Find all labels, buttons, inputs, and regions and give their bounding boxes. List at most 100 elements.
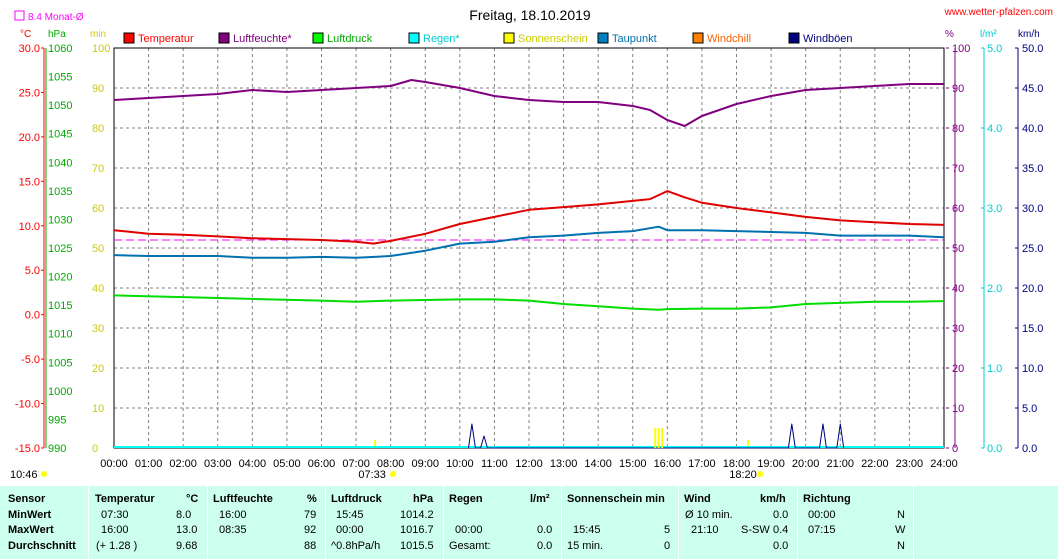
hum-tick: 60 (952, 203, 964, 215)
x-tick-label: 22:00 (861, 458, 889, 470)
chart-legend: Temperatur Luftfeuchte* Luftdruck Regen* Son… (123, 32, 853, 45)
wind-tick: 25.0 (1022, 243, 1043, 255)
x-tick-label: 23:00 (896, 458, 924, 470)
sunrise-label: 07:33 (358, 469, 386, 481)
temp-tick: -5.0 (21, 354, 40, 366)
hdr-luftdruck: Luftdruck (331, 493, 382, 505)
legend-label: Luftfeuchte* (233, 33, 292, 45)
sun-tick: 10 (92, 403, 104, 415)
legend-swatch (503, 32, 515, 44)
max-dir-time: 07:15 (808, 524, 836, 536)
series-luftdruck (113, 294, 945, 311)
stats-table: Sensor Temperatur °C Luftfeuchte % Luftd… (0, 486, 1058, 559)
x-axis: 00:00 01:00 02:00 03:00 04:00 05:00 06:00 07:00… (10, 458, 958, 481)
x-tick-label: 14:00 (584, 458, 612, 470)
max-temp-value: 13.0 (176, 524, 198, 536)
pressure-tick: 1035 (48, 186, 72, 198)
x-tick-label: 12:00 (515, 458, 543, 470)
avg-rain-value: 0.0 (537, 540, 553, 552)
row-label: Durchschnitt (8, 540, 76, 552)
sunset-label: 18:20 (729, 469, 757, 481)
rain-tick: 3.0 (987, 203, 1002, 215)
pressure-tick: 1040 (48, 157, 72, 169)
sunrise-marker (390, 471, 397, 477)
hdr-temp-unit: °C (186, 493, 199, 505)
wind-tick: 30.0 (1022, 203, 1043, 215)
axis-unit: l/m² (980, 29, 997, 40)
max-rain-time: 00:00 (455, 524, 483, 536)
temp-tick: 5.0 (25, 265, 40, 277)
sun-tick: 90 (92, 83, 104, 95)
x-tick-label: 00:00 (100, 458, 128, 470)
axis-unit: % (945, 29, 954, 40)
site-link[interactable]: www.wetter-pfalzen.com (944, 7, 1053, 18)
sun-tick: 20 (92, 363, 104, 375)
legend-label: Luftdruck (327, 33, 373, 45)
hdr-sonne: Sonnenschein min (567, 493, 665, 505)
pressure-tick: 1000 (48, 386, 72, 398)
hdr-press-unit: hPa (413, 493, 434, 505)
pressure-tick: 1030 (48, 214, 72, 226)
row-label: MinWert (8, 509, 52, 521)
min-hum-time: 16:00 (219, 509, 247, 521)
chart-grid (113, 47, 945, 449)
temp-tick: 15.0 (19, 176, 40, 188)
legend-swatch (408, 32, 420, 44)
pressure-tick: 1045 (48, 129, 72, 141)
x-tick-label: 04:00 (239, 458, 267, 470)
max-sun-time: 15:45 (573, 524, 601, 536)
min-temp-time: 07:30 (101, 509, 129, 521)
wind-tick: 20.0 (1022, 283, 1043, 295)
wind-tick: 0.0 (1022, 443, 1037, 455)
wind-tick: 45.0 (1022, 83, 1043, 95)
hum-tick: 100 (952, 43, 970, 55)
min-press-time: 15:45 (336, 509, 364, 521)
temp-tick: 10.0 (19, 221, 40, 233)
avg-hum-value: 88 (304, 540, 317, 552)
series-taupunkt (113, 225, 945, 259)
sun-tick: 80 (92, 123, 104, 135)
legend-label: Temperatur (138, 33, 194, 45)
pressure-tick: 1010 (48, 329, 72, 341)
wind-tick: 50.0 (1022, 43, 1043, 55)
x-tick-label: 16:00 (654, 458, 682, 470)
min-temp-value: 8.0 (176, 509, 192, 521)
pressure-tick: 1005 (48, 357, 72, 369)
hum-tick: 40 (952, 283, 964, 295)
sun-tick: 60 (92, 203, 104, 215)
avg-temp-trend: (+ 1.28 ) (96, 540, 138, 552)
hum-tick: 20 (952, 363, 964, 375)
x-tick-label: 19:00 (757, 458, 785, 470)
sun-tick: 40 (92, 283, 104, 295)
hdr-hum-unit: % (307, 493, 317, 505)
temp-tick: 25.0 (19, 87, 40, 99)
sun-tick: 50 (92, 243, 104, 255)
hum-tick: 0 (952, 443, 958, 455)
legend-label: Windböen (803, 33, 853, 45)
x-tick-label: 20:00 (792, 458, 820, 470)
max-sun-value: 5 (664, 524, 671, 536)
min-wind-label: Ø 10 min. (685, 509, 733, 521)
x-tick-label: 05:00 (273, 458, 301, 470)
max-dir-value: W (895, 524, 906, 536)
axis-unit: hPa (48, 29, 66, 40)
max-wind-time: 21:10 (691, 524, 719, 536)
avg-press-trend: ^0.8hPa/h (331, 540, 381, 552)
hum-tick: 10 (952, 403, 964, 415)
x-tick-label: 08:00 (377, 458, 405, 470)
rain-tick: 4.0 (987, 123, 1002, 135)
x-tick-label: 06:00 (308, 458, 336, 470)
x-tick-label: 13:00 (550, 458, 578, 470)
x-tick-label: 15:00 (619, 458, 647, 470)
rain-tick: 5.0 (987, 43, 1002, 55)
rain-tick: 1.0 (987, 363, 1002, 375)
hum-tick: 90 (952, 83, 964, 95)
series-luftfeuchte (113, 79, 944, 127)
legend-label: Sonnenschein (518, 33, 588, 45)
legend-label: Windchill (707, 33, 751, 45)
sun-bar (654, 428, 657, 448)
min-dir-value: N (897, 509, 905, 521)
axis-unit: °C (20, 29, 31, 40)
legend-swatch (312, 32, 324, 44)
pressure-tick: 990 (48, 443, 66, 455)
